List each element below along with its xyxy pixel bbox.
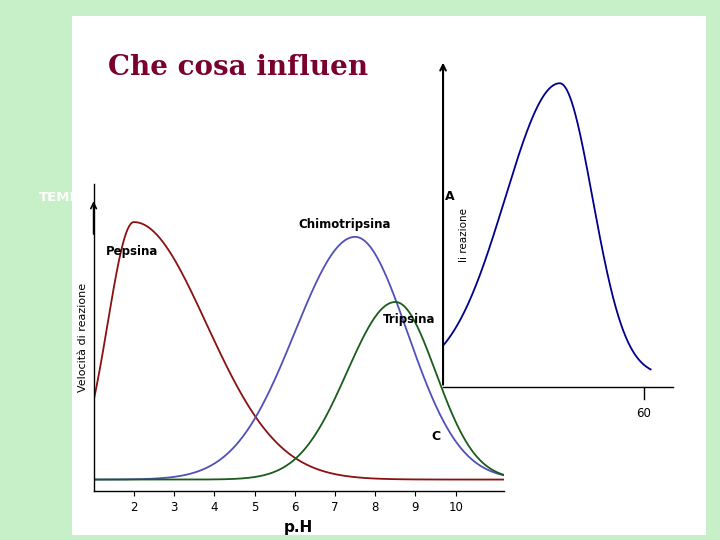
Text: C: C	[431, 430, 441, 443]
Text: li reazione: li reazione	[459, 208, 469, 262]
Text: Pepsina: Pepsina	[106, 245, 158, 258]
Y-axis label: Velocità di reazione: Velocità di reazione	[78, 283, 88, 392]
Text: Chimotripsina: Chimotripsina	[299, 218, 391, 231]
Text: Che cosa influen: Che cosa influen	[108, 54, 368, 81]
Text: A: A	[445, 190, 455, 202]
Text: Tripsina: Tripsina	[383, 313, 436, 326]
Text: TEMPERATURA: TEMPERATURA	[38, 191, 149, 204]
X-axis label: p.H: p.H	[284, 519, 313, 535]
Text: 60: 60	[636, 407, 651, 420]
